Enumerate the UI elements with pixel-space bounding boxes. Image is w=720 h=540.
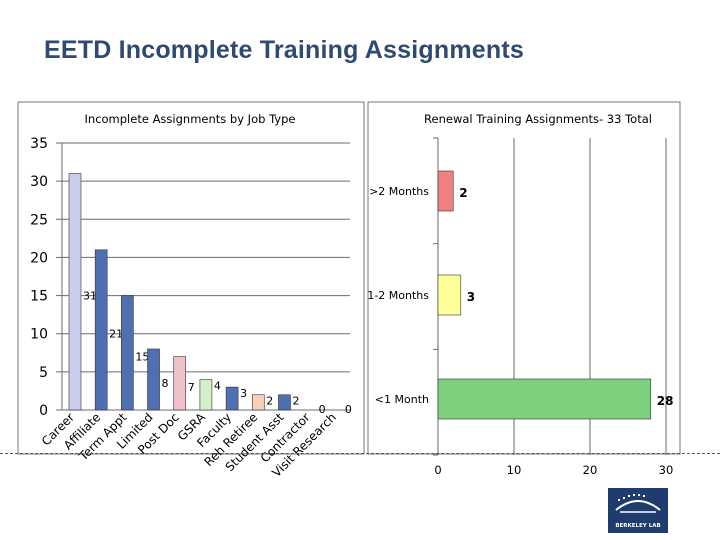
chart1-bar-3	[147, 348, 160, 411]
chart2-category-label-2: <1 Month	[375, 393, 429, 406]
job-type-chart: Incomplete Assignments by Job Type 0 5 10 15…	[17, 101, 365, 480]
chart1-ytick-label: 15	[30, 289, 48, 305]
chart1-title: Incomplete Assignments by Job Type	[85, 112, 296, 126]
chart2-bar-1	[437, 274, 462, 316]
chart1-data-label-6: 3	[240, 387, 247, 400]
chart1-bar-7	[251, 394, 265, 411]
chart1-ytick-label: 25	[30, 212, 48, 228]
chart1-data-label-0: 31	[83, 289, 97, 302]
chart1-ytick-label: 35	[30, 136, 48, 152]
slide-title: EETD Incomplete Training Assignments	[44, 36, 524, 64]
chart2-xtick-label: 0	[434, 463, 441, 477]
chart1-ytick-label: 20	[30, 250, 48, 266]
chart1-data-label-4: 7	[188, 381, 195, 394]
chart1-data-label-5: 4	[214, 379, 221, 392]
chart1-data-label-10: 0	[345, 403, 352, 416]
berkeley-lab-logo: BERKELEY LAB	[608, 488, 668, 533]
chart2-category-label-0: >2 Months	[369, 185, 429, 198]
chart2-data-label-2: 28	[657, 394, 674, 408]
chart2-category-label-1: 1-2 Months	[367, 289, 429, 302]
chart1-data-label-9: 0	[319, 403, 326, 416]
chart1-data-label-2: 15	[135, 350, 149, 363]
chart1-bar-4	[173, 356, 187, 411]
chart1-data-label-7: 2	[266, 395, 273, 408]
chart1-bar-5	[199, 379, 213, 411]
chart1-data-label-8: 2	[292, 395, 299, 408]
divider-line	[0, 453, 720, 454]
chart2-bar-0	[437, 170, 454, 212]
chart1-bar-6	[225, 386, 239, 411]
chart1-bar-0	[68, 173, 82, 411]
chart1-data-label-3: 8	[162, 377, 169, 390]
chart2-title: Renewal Training Assignments- 33 Total	[424, 112, 652, 126]
chart2-data-label-0: 2	[459, 186, 467, 200]
chart2-data-label-1: 3	[467, 290, 475, 304]
chart1-ytick-label: 30	[30, 174, 48, 190]
chart1-ytick-label: 5	[39, 365, 48, 381]
chart1-bar-1	[94, 249, 108, 411]
chart1-border	[17, 101, 365, 455]
chart2-xtick-label: 20	[583, 463, 598, 477]
chart2-bar-2	[437, 378, 652, 420]
renewal-chart: Renewal Training Assignments- 33 Total 0 1…	[367, 101, 681, 477]
chart2-border	[367, 101, 681, 455]
chart1-bar-2	[121, 295, 134, 411]
logo-text: BERKELEY LAB	[615, 523, 660, 529]
chart1-ytick-label: 10	[30, 327, 48, 343]
chart1-ytick-label: 0	[39, 403, 48, 419]
chart2-xtick-label: 10	[507, 463, 522, 477]
chart1-data-label-1: 21	[109, 328, 123, 341]
chart2-xtick-label: 30	[659, 463, 674, 477]
chart1-bar-8	[278, 394, 291, 411]
